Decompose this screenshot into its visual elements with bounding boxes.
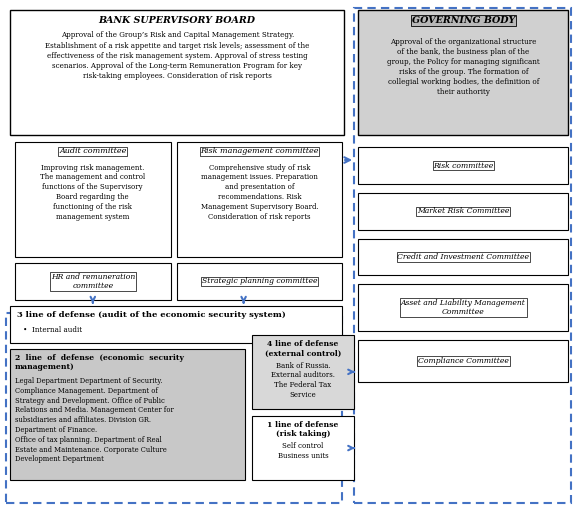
Bar — [358, 10, 568, 135]
Text: 2  line  of  defense  (economic  security
management): 2 line of defense (economic security man… — [15, 354, 184, 371]
Text: Approval of the organizational structure
of the bank, the business plan of the
g: Approval of the organizational structure… — [387, 38, 540, 96]
Bar — [10, 306, 342, 343]
Text: 4 line of defense
(external control): 4 line of defense (external control) — [265, 340, 341, 358]
Text: Risk management committee: Risk management committee — [200, 147, 319, 155]
Text: Comprehensive study of risk
management issues. Preparation
and presentation of
r: Comprehensive study of risk management i… — [201, 164, 318, 220]
Bar — [252, 416, 354, 480]
Text: Legal Department Department of Security.
Compliance Management. Department of
St: Legal Department Department of Security.… — [15, 377, 174, 463]
Text: Market Risk Committee: Market Risk Committee — [417, 207, 510, 215]
Bar — [358, 239, 568, 275]
Bar — [10, 349, 245, 480]
Bar — [358, 340, 568, 382]
Text: Improving risk management.
The management and control
functions of the Superviso: Improving risk management. The managemen… — [40, 164, 146, 220]
Text: •  Internal audit: • Internal audit — [23, 326, 82, 334]
Text: Asset and Liability Management
Committee: Asset and Liability Management Committee — [401, 299, 526, 316]
Bar — [252, 335, 354, 409]
Bar — [177, 263, 342, 300]
Text: Compliance Committee: Compliance Committee — [418, 357, 509, 365]
Text: Bank of Russia.
External auditors.
The Federal Tax
Service: Bank of Russia. External auditors. The F… — [271, 362, 335, 399]
Text: Credit and Investment Committee: Credit and Investment Committee — [397, 253, 530, 261]
Text: GOVERNING BODY: GOVERNING BODY — [412, 16, 515, 25]
Bar — [358, 147, 568, 184]
Text: 3 line of defense (audit of the economic security system): 3 line of defense (audit of the economic… — [17, 311, 286, 320]
Bar — [358, 193, 568, 230]
Bar — [358, 284, 568, 331]
Text: 1 line of defense
(risk taking): 1 line of defense (risk taking) — [267, 421, 339, 438]
Bar — [14, 263, 171, 300]
Text: Audit committee: Audit committee — [59, 147, 126, 155]
Bar — [6, 313, 342, 503]
Bar — [354, 8, 571, 503]
Text: Approval of the Group’s Risk and Capital Management Strategy.
Establishment of a: Approval of the Group’s Risk and Capital… — [45, 31, 309, 80]
Bar — [10, 10, 344, 135]
Text: HR and remuneration
committee: HR and remuneration committee — [50, 273, 135, 290]
Text: Strategic planning committee: Strategic planning committee — [202, 277, 317, 285]
Bar — [177, 142, 342, 257]
Text: Risk committee: Risk committee — [433, 162, 494, 170]
Text: BANK SUPERVISORY BOARD: BANK SUPERVISORY BOARD — [99, 16, 256, 25]
Bar — [14, 142, 171, 257]
Text: Self control
Business units: Self control Business units — [278, 442, 328, 460]
